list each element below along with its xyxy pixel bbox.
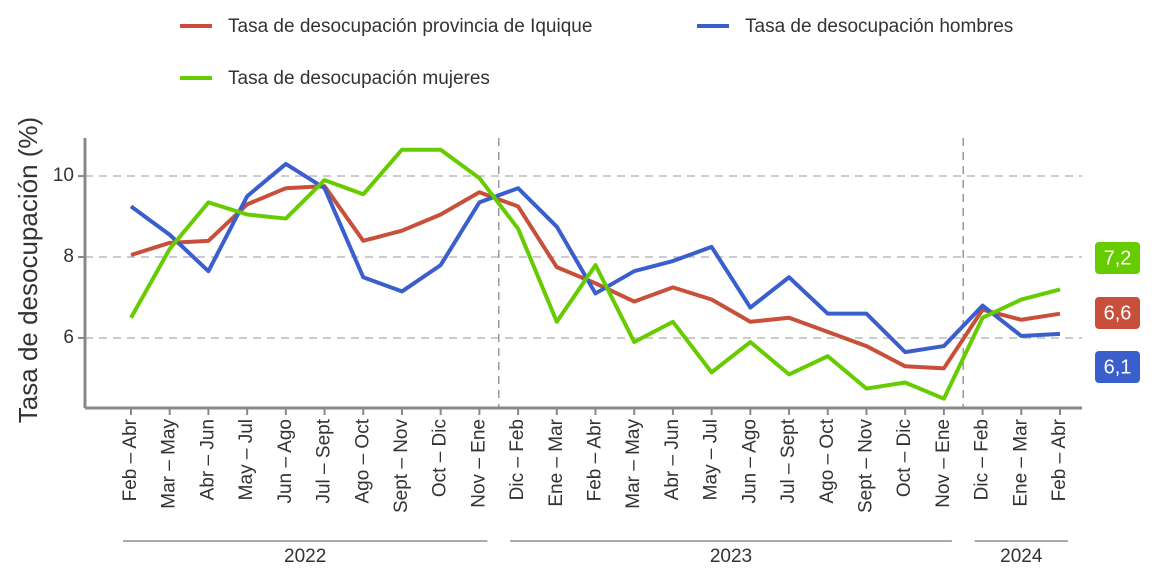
end-label: 6,6 [1104,302,1132,324]
y-axis-title: Tasa de desocupación (%) [13,117,43,423]
x-tick-label: Abr – Jun [197,419,218,500]
x-tick-label: Jul – Sept [314,418,335,503]
x-tick-label: Sept – Nov [391,419,412,513]
x-tick-label: Oct – Dic [430,419,451,497]
x-tick-label: Dic – Feb [972,419,993,500]
x-tick-label: Dic – Feb [507,419,528,500]
x-tick-label: Mar – May [159,419,180,509]
x-tick-label: Ene – Mar [1010,418,1031,506]
line [129,147,1061,401]
y-tick-label: 8 [63,246,74,267]
legend-label: Tasa de desocupación mujeres [228,68,490,89]
y-tick-label: 6 [63,327,74,348]
x-tick-label: Nov – Ene [933,419,954,508]
year-label: 2024 [1000,546,1043,567]
x-tick-label: Oct – Dic [894,419,915,497]
x-tick-label: Jul – Sept [778,418,799,503]
x-tick-label: Abr – Jun [662,419,683,500]
end-label-box [1095,297,1140,329]
x-tick-label: Feb – Abr [1049,418,1070,501]
line [129,161,1061,355]
y-tick-label: 10 [53,165,74,186]
x-tick-label: Ago – Oct [352,418,373,503]
x-tick-label: Feb – Abr [120,418,141,501]
x-tick-label: Ago – Oct [817,418,838,503]
year-label: 2023 [710,546,752,567]
x-tick-label: May – Jul [701,419,722,500]
x-tick-label: Feb – Abr [585,418,606,501]
x-tick-label: Jun – Ago [739,419,760,504]
line [130,184,1061,371]
legend-label: Tasa de desocupación provincia de Iquiqu… [228,16,592,37]
x-tick-label: Sept – Nov [855,419,876,513]
end-label: 7,2 [1104,247,1132,269]
x-tick-label: Mar – May [623,419,644,509]
end-label-box [1095,351,1140,383]
x-tick-label: Nov – Ene [468,419,489,508]
end-label-box [1095,242,1140,274]
year-label: 2022 [284,546,326,567]
legend-label: Tasa de desocupación hombres [745,16,1013,37]
x-tick-label: Ene – Mar [546,418,567,506]
end-label: 6,1 [1104,356,1132,378]
x-tick-label: Jun – Ago [275,419,296,504]
x-tick-label: May – Jul [236,419,257,500]
